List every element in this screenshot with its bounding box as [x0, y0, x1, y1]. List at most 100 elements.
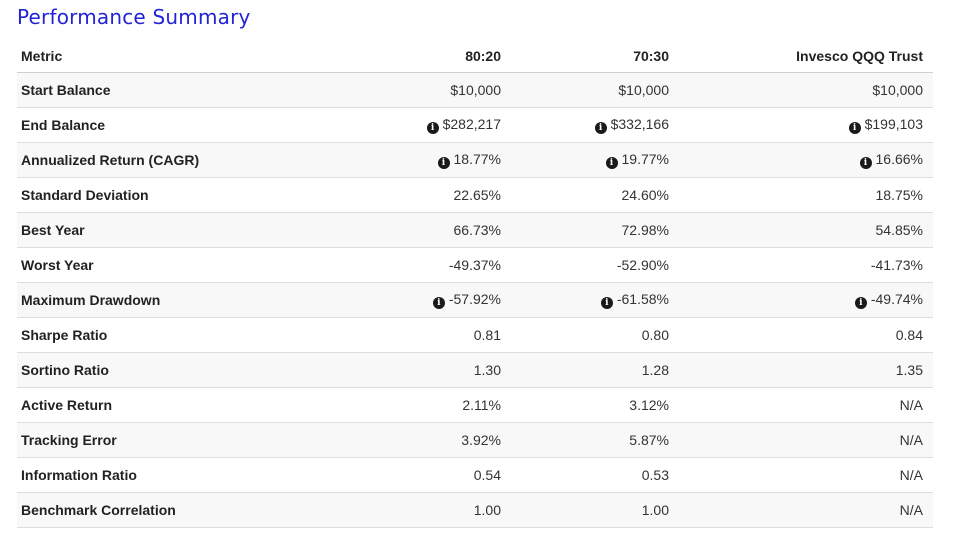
cell-80-20: -49.37%: [337, 247, 511, 283]
cell-value: 0.53: [641, 466, 669, 483]
cell-value: -49.74%: [870, 290, 923, 307]
cell-80-20: i $282,217: [337, 107, 511, 143]
cell-70-30: i -61.58%: [511, 282, 679, 318]
cell-value: $10,000: [872, 81, 923, 98]
info-circle-icon[interactable]: i: [854, 296, 867, 309]
info-circle-icon[interactable]: i: [426, 121, 439, 134]
cell-value: 0.54: [473, 466, 501, 483]
table-row: Sortino Ratio 1.30 1.28 1.35: [17, 352, 933, 388]
cell-70-30: 0.53: [511, 457, 679, 493]
info-circle-icon[interactable]: i: [605, 156, 618, 169]
metric-label: Sortino Ratio: [17, 352, 337, 388]
table-row: Standard Deviation 22.65% 24.60% 18.75%: [17, 177, 933, 213]
info-circle-icon[interactable]: i: [432, 296, 445, 309]
cell-value: -57.92%: [448, 290, 501, 307]
metric-label: End Balance: [17, 107, 337, 143]
cell-invesco-qqq: i $199,103: [679, 107, 933, 143]
table-header: Metric 80:20 70:30 Invesco QQQ Trust: [17, 40, 933, 73]
column-header-metric: Metric: [17, 40, 337, 73]
cell-value: N/A: [899, 466, 923, 483]
cell-80-20: 0.54: [337, 457, 511, 493]
cell-value: 18.75%: [875, 186, 923, 203]
cell-value: -41.73%: [870, 256, 923, 273]
metric-label: Tracking Error: [17, 422, 337, 458]
performance-summary-table: Metric 80:20 70:30 Invesco QQQ Trust Sta…: [17, 40, 933, 528]
cell-value: 0.80: [641, 326, 669, 343]
table-body: Start Balance $10,000 $10,000 $10,000 End Ba…: [17, 72, 933, 528]
cell-value: 1.28: [641, 361, 669, 378]
table-row: Annualized Return (CAGR) i 18.77% i 19.77% i 1…: [17, 142, 933, 178]
cell-70-30: 3.12%: [511, 387, 679, 423]
info-circle-icon[interactable]: i: [594, 121, 607, 134]
cell-value: $10,000: [618, 81, 669, 98]
metric-label: Worst Year: [17, 247, 337, 283]
cell-70-30: i $332,166: [511, 107, 679, 143]
cell-80-20: 1.30: [337, 352, 511, 388]
cell-value: 1.00: [641, 501, 669, 518]
cell-value: 66.73%: [453, 221, 501, 238]
cell-70-30: 24.60%: [511, 177, 679, 213]
cell-value: 0.84: [895, 326, 923, 343]
cell-value: N/A: [899, 396, 923, 413]
info-circle-icon[interactable]: i: [848, 121, 861, 134]
info-circle-icon[interactable]: i: [600, 296, 613, 309]
table-row: Best Year 66.73% 72.98% 54.85%: [17, 212, 933, 248]
cell-invesco-qqq: N/A: [679, 422, 933, 458]
metric-label: Information Ratio: [17, 457, 337, 493]
cell-invesco-qqq: N/A: [679, 492, 933, 528]
cell-value: N/A: [899, 431, 923, 448]
column-header-70-30: 70:30: [511, 40, 679, 73]
cell-80-20: 3.92%: [337, 422, 511, 458]
cell-80-20: 22.65%: [337, 177, 511, 213]
info-circle-icon[interactable]: i: [859, 156, 872, 169]
cell-80-20: 66.73%: [337, 212, 511, 248]
cell-value: N/A: [899, 501, 923, 518]
metric-label: Best Year: [17, 212, 337, 248]
table-row: Start Balance $10,000 $10,000 $10,000: [17, 72, 933, 108]
cell-value: 18.77%: [453, 150, 501, 167]
cell-value: 1.30: [473, 361, 501, 378]
cell-value: $282,217: [442, 115, 501, 132]
cell-70-30: $10,000: [511, 72, 679, 108]
cell-value: 3.92%: [461, 431, 501, 448]
cell-invesco-qqq: 18.75%: [679, 177, 933, 213]
cell-value: 0.81: [473, 326, 501, 343]
cell-value: $10,000: [450, 81, 501, 98]
cell-value: $332,166: [610, 115, 669, 132]
metric-label: Benchmark Correlation: [17, 492, 337, 528]
cell-70-30: 72.98%: [511, 212, 679, 248]
cell-70-30: 5.87%: [511, 422, 679, 458]
cell-80-20: 1.00: [337, 492, 511, 528]
cell-value: 16.66%: [875, 150, 923, 167]
table-row: Benchmark Correlation 1.00 1.00 N/A: [17, 492, 933, 528]
table-row: Worst Year -49.37% -52.90% -41.73%: [17, 247, 933, 283]
table-row: Sharpe Ratio 0.81 0.80 0.84: [17, 317, 933, 353]
header-row: Metric 80:20 70:30 Invesco QQQ Trust: [17, 40, 933, 73]
cell-value: -61.58%: [616, 290, 669, 307]
cell-80-20: i 18.77%: [337, 142, 511, 178]
table-row: End Balance i $282,217 i $332,166 i $199,103: [17, 107, 933, 143]
cell-value: 54.85%: [875, 221, 923, 238]
cell-value: 1.00: [473, 501, 501, 518]
cell-value: 24.60%: [621, 186, 669, 203]
cell-invesco-qqq: i -49.74%: [679, 282, 933, 318]
cell-70-30: 1.00: [511, 492, 679, 528]
cell-invesco-qqq: -41.73%: [679, 247, 933, 283]
column-header-invesco-qqq: Invesco QQQ Trust: [679, 40, 933, 73]
cell-80-20: i -57.92%: [337, 282, 511, 318]
cell-invesco-qqq: 54.85%: [679, 212, 933, 248]
cell-70-30: 1.28: [511, 352, 679, 388]
cell-invesco-qqq: N/A: [679, 457, 933, 493]
cell-value: 19.77%: [621, 150, 669, 167]
metric-label: Sharpe Ratio: [17, 317, 337, 353]
cell-value: 22.65%: [453, 186, 501, 203]
metric-label: Maximum Drawdown: [17, 282, 337, 318]
info-circle-icon[interactable]: i: [437, 156, 450, 169]
metric-label: Standard Deviation: [17, 177, 337, 213]
cell-value: 72.98%: [621, 221, 669, 238]
table-row: Information Ratio 0.54 0.53 N/A: [17, 457, 933, 493]
metric-label: Active Return: [17, 387, 337, 423]
cell-70-30: 0.80: [511, 317, 679, 353]
table-row: Tracking Error 3.92% 5.87% N/A: [17, 422, 933, 458]
metric-label: Start Balance: [17, 72, 337, 108]
